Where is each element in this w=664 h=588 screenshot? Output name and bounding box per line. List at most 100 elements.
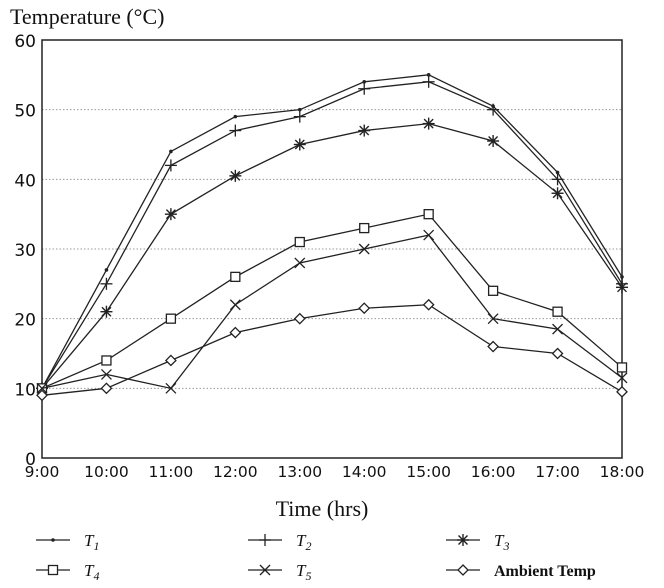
legend-marker-t1 bbox=[51, 538, 55, 542]
data-point-t3 bbox=[422, 117, 435, 130]
y-axis-ticks: 0 10 20 30 40 50 60 bbox=[14, 32, 36, 470]
x-axis-title: Time (hrs) bbox=[276, 496, 369, 521]
y-tick-label: 50 bbox=[14, 102, 36, 122]
x-tick-label: 13:00 bbox=[277, 463, 322, 481]
legend-marker-ambient-temp bbox=[457, 564, 469, 576]
legend-label: T2 bbox=[296, 531, 311, 553]
data-point-t5 bbox=[487, 313, 499, 325]
y-tick-label: 40 bbox=[14, 171, 36, 191]
data-point-t2 bbox=[164, 159, 177, 172]
legend-marker-t3 bbox=[457, 534, 469, 546]
series-t5 bbox=[36, 229, 628, 394]
x-tick-label: 11:00 bbox=[149, 463, 194, 481]
data-point-t4 bbox=[101, 355, 112, 366]
legend-label: Ambient Temp bbox=[494, 563, 596, 580]
data-point-t3 bbox=[551, 187, 564, 200]
data-point-t3 bbox=[229, 169, 242, 182]
x-tick-label: 9:00 bbox=[25, 463, 60, 481]
legend-item-t2: T2 bbox=[248, 531, 311, 553]
data-point-ambient-temp bbox=[36, 389, 48, 402]
data-point-ambient-temp bbox=[164, 354, 177, 367]
gridlines bbox=[42, 109, 622, 389]
data-point-t1 bbox=[297, 107, 302, 112]
data-point-t1 bbox=[620, 275, 624, 279]
legend-label: T3 bbox=[494, 531, 509, 553]
data-point-ambient-temp bbox=[551, 347, 564, 360]
data-point-ambient-temp bbox=[293, 312, 306, 325]
data-point-ambient-temp bbox=[229, 326, 242, 339]
data-point-t2 bbox=[487, 103, 500, 116]
data-point-ambient-temp bbox=[487, 340, 500, 353]
data-point-t1 bbox=[169, 149, 173, 154]
series-layer bbox=[36, 73, 628, 402]
y-tick-label: 10 bbox=[14, 380, 36, 400]
data-point-t5 bbox=[165, 382, 177, 394]
legend-marker-t5 bbox=[259, 564, 271, 576]
series-ambient-temp bbox=[36, 298, 628, 402]
data-point-t1 bbox=[555, 170, 560, 175]
x-tick-label: 18:00 bbox=[600, 463, 645, 481]
legend-item-t5: T5 bbox=[248, 561, 311, 583]
legend-label: T4 bbox=[84, 561, 99, 583]
data-point-t4 bbox=[487, 285, 499, 296]
data-point-t4 bbox=[423, 209, 434, 220]
plot-area-frame bbox=[41, 39, 623, 459]
data-point-t3 bbox=[616, 281, 628, 294]
data-point-t2 bbox=[422, 75, 435, 88]
series-line-t4 bbox=[41, 213, 623, 389]
data-point-t1 bbox=[362, 80, 367, 84]
x-tick-label: 15:00 bbox=[406, 463, 451, 481]
series-line-t3 bbox=[41, 122, 623, 389]
data-point-ambient-temp bbox=[422, 298, 435, 311]
data-point-t4 bbox=[294, 236, 305, 248]
data-point-t2 bbox=[229, 124, 242, 137]
y-tick-label: 20 bbox=[14, 311, 36, 331]
series-line-ambient-temp bbox=[41, 304, 623, 396]
data-point-t1 bbox=[426, 73, 431, 77]
y-axis-title: Temperature (°C) bbox=[10, 4, 164, 29]
x-tick-label: 12:00 bbox=[213, 463, 258, 481]
data-point-t2 bbox=[358, 82, 371, 95]
series-t4 bbox=[36, 209, 628, 394]
y-tick-label: 60 bbox=[14, 32, 36, 52]
data-point-t1 bbox=[104, 268, 109, 272]
legend-marker-t4 bbox=[47, 564, 59, 576]
data-point-t2 bbox=[100, 277, 113, 290]
y-tick-label: 30 bbox=[14, 241, 36, 261]
data-point-ambient-temp bbox=[100, 382, 113, 395]
data-point-t4 bbox=[230, 271, 241, 283]
data-point-t1 bbox=[233, 114, 238, 119]
x-axis-ticks: 9:00 10:00 11:00 12:00 13:00 14:00 15:00 16:00 1… bbox=[25, 463, 645, 481]
x-tick-label: 10:00 bbox=[84, 463, 129, 481]
data-point-t3 bbox=[487, 135, 500, 148]
data-point-t2 bbox=[293, 110, 306, 123]
legend-label: T5 bbox=[296, 561, 311, 583]
series-line-t5 bbox=[41, 234, 623, 390]
data-point-t5 bbox=[36, 382, 48, 394]
data-point-t5 bbox=[229, 299, 241, 311]
x-tick-label: 17:00 bbox=[535, 463, 580, 481]
data-point-t5 bbox=[358, 243, 370, 255]
data-point-t4 bbox=[616, 362, 628, 373]
data-point-t3 bbox=[100, 305, 113, 318]
data-point-t3 bbox=[164, 208, 177, 221]
series-line-t2 bbox=[41, 81, 623, 389]
data-point-t5 bbox=[423, 229, 435, 241]
series-t1 bbox=[40, 73, 624, 391]
legend-marker-t2 bbox=[259, 534, 271, 546]
legend-item-t3: T3 bbox=[446, 531, 509, 553]
series-line-t1 bbox=[41, 74, 623, 389]
data-point-t4 bbox=[359, 222, 370, 234]
legend-label: T1 bbox=[84, 531, 99, 553]
data-point-t2 bbox=[551, 173, 564, 186]
x-tick-label: 16:00 bbox=[471, 463, 516, 481]
data-point-t4 bbox=[552, 306, 563, 317]
data-point-t5 bbox=[294, 257, 306, 269]
data-point-t5 bbox=[100, 368, 112, 380]
data-point-t5 bbox=[552, 323, 564, 335]
data-point-t3 bbox=[293, 138, 306, 151]
legend-item-t4: T4 bbox=[36, 561, 99, 583]
legend-item-t1: T1 bbox=[36, 531, 99, 553]
data-point-t5 bbox=[616, 372, 628, 384]
